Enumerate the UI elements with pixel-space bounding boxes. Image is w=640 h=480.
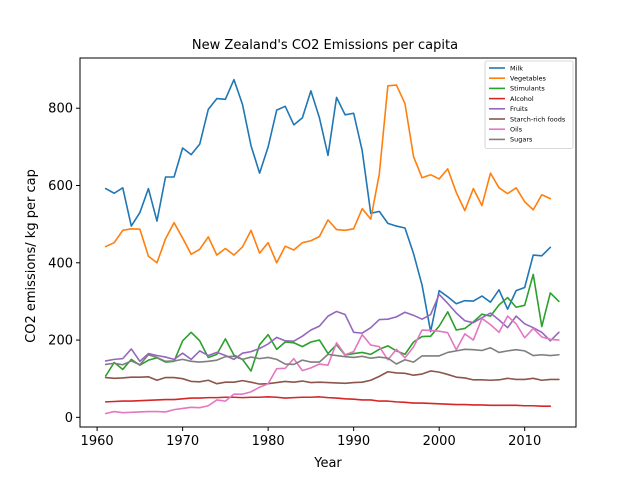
legend-label-4: Fruits xyxy=(510,105,528,113)
chart-title: New Zealand's CO2 Emissions per capita xyxy=(192,38,458,53)
series-line-1 xyxy=(104,84,552,264)
plot-frame xyxy=(79,57,577,428)
x-tick-label-3: 1990 xyxy=(337,434,370,449)
legend-label-6: Oils xyxy=(510,126,523,134)
y-tick-label-3: 600 xyxy=(48,179,73,194)
series-line-3 xyxy=(104,396,552,407)
legend-label-0: Milk xyxy=(510,64,523,72)
series-line-5 xyxy=(104,370,560,385)
x-tick-label-4: 2000 xyxy=(423,434,456,449)
legend-box xyxy=(484,60,574,149)
legend-label-5: Starch-rich foods xyxy=(510,115,566,123)
series-line-7 xyxy=(104,346,560,366)
series-line-2 xyxy=(104,273,560,377)
series-line-4 xyxy=(104,293,560,363)
y-tick-label-0: 0 xyxy=(65,411,73,426)
y-tick-label-2: 400 xyxy=(48,256,73,271)
x-axis-label: Year xyxy=(313,456,342,471)
legend-label-7: Sugars xyxy=(510,136,533,144)
x-tick-label-1: 1970 xyxy=(166,434,199,449)
x-axis: 1960 1970 1980 1990 2000 2010 xyxy=(81,427,541,449)
x-tick-label-0: 1960 xyxy=(81,434,114,449)
y-axis-label: CO2 emissions/ kg per cap xyxy=(24,169,39,343)
series-layer xyxy=(104,78,560,415)
y-tick-label-1: 200 xyxy=(48,334,73,349)
legend-label-2: Stimulants xyxy=(510,85,545,93)
series-line-0 xyxy=(104,78,552,333)
legend: Milk Vegetables Stimulants Alcohol Fruits Sta… xyxy=(484,60,574,149)
y-tick-label-4: 800 xyxy=(48,102,73,117)
y-axis: 0 200 400 600 800 xyxy=(48,102,80,426)
x-tick-label-2: 1980 xyxy=(252,434,285,449)
legend-label-1: Vegetables xyxy=(510,75,547,83)
legend-label-3: Alcohol xyxy=(510,95,534,103)
series-line-6 xyxy=(104,315,560,415)
x-tick-label-5: 2010 xyxy=(508,434,541,449)
